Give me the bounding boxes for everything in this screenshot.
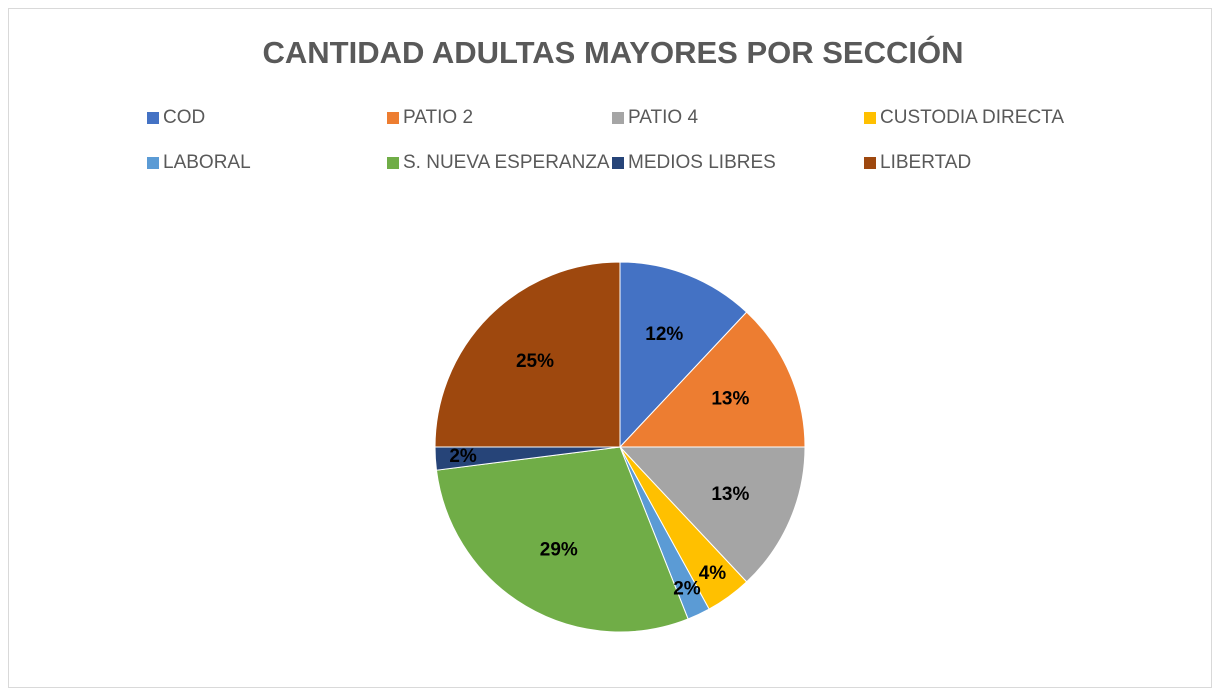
legend-label: LABORAL	[163, 152, 251, 173]
pie-slice	[619, 261, 748, 449]
legend-label: CUSTODIA DIRECTA	[880, 107, 1064, 128]
legend-label: LIBERTAD	[880, 152, 971, 173]
legend-label: MEDIOS LIBRES	[628, 152, 776, 173]
legend-swatch	[387, 112, 399, 124]
data-label: 13%	[711, 388, 749, 409]
legend-swatch	[612, 157, 624, 169]
pie-slice	[618, 311, 806, 448]
legend-swatch	[864, 157, 876, 169]
data-label: 25%	[516, 351, 554, 372]
legend-label: PATIO 2	[403, 107, 473, 128]
legend-swatch	[147, 112, 159, 124]
legend-swatch	[864, 112, 876, 124]
legend-swatch	[147, 157, 159, 169]
data-label: 4%	[699, 563, 727, 584]
data-label: 29%	[540, 540, 578, 561]
legend-label: COD	[163, 107, 205, 128]
data-label: 2%	[673, 578, 701, 599]
legend-label: PATIO 4	[628, 107, 698, 128]
legend-swatch	[387, 157, 399, 169]
legend-swatch	[612, 112, 624, 124]
data-label: 13%	[711, 484, 749, 505]
pie-slice	[434, 261, 621, 448]
data-label: 12%	[645, 324, 683, 345]
chart-title: CANTIDAD ADULTAS MAYORES POR SECCIÓN	[263, 34, 964, 70]
data-label: 2%	[449, 446, 477, 467]
legend-label: S. NUEVA ESPERANZA	[403, 152, 610, 173]
pie-slice	[435, 446, 689, 633]
pie-slice	[618, 446, 806, 583]
